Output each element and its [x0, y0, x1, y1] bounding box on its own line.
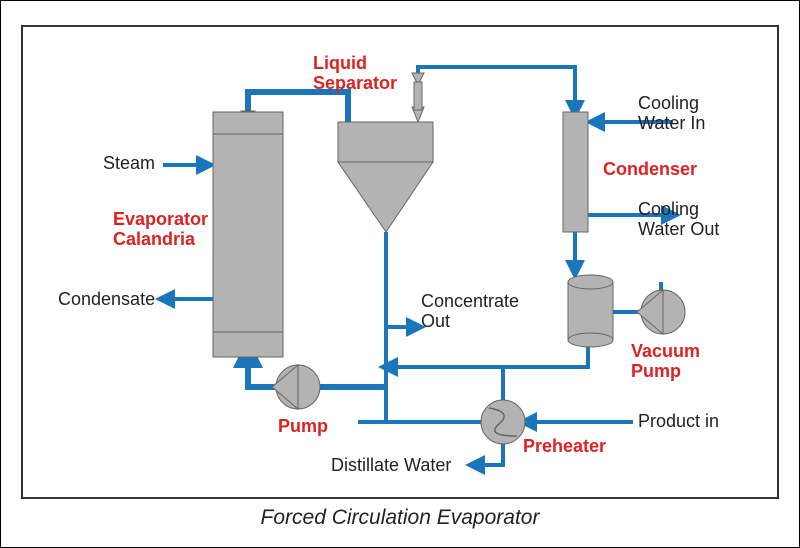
label-liquid-separator-2: Separator	[313, 73, 397, 93]
label-cooling-out-1: Cooling	[638, 199, 699, 219]
label-cooling-out-2: Water Out	[638, 219, 719, 239]
label-pump: Pump	[278, 416, 328, 436]
label-preheater: Preheater	[523, 436, 606, 456]
label-cooling-in-2: Water In	[638, 113, 705, 133]
label-distillate: Distillate Water	[331, 455, 451, 475]
outer-frame: Liquid Separator Evaporator Calandria Co…	[0, 0, 800, 548]
diagram-svg: Liquid Separator Evaporator Calandria Co…	[23, 27, 779, 493]
condenser	[563, 112, 588, 232]
diagram-frame: Liquid Separator Evaporator Calandria Co…	[21, 25, 779, 499]
label-evaporator-1: Evaporator	[113, 209, 208, 229]
preheater	[481, 400, 525, 444]
label-steam: Steam	[103, 153, 155, 173]
label-vacuum-pump-2: Pump	[631, 361, 681, 381]
label-condensate: Condensate	[58, 289, 155, 309]
label-product-in: Product in	[638, 411, 719, 431]
pump	[272, 365, 320, 409]
label-vacuum-pump-1: Vacuum	[631, 341, 700, 361]
evaporator-calandria	[213, 112, 283, 357]
liquid-separator	[338, 122, 433, 232]
label-concentrate-1: Concentrate	[421, 291, 519, 311]
label-evaporator-2: Calandria	[113, 229, 196, 249]
vacuum-pump	[637, 290, 685, 334]
label-condenser: Condenser	[603, 159, 697, 179]
vacuum-tank	[568, 275, 613, 347]
label-cooling-in-1: Cooling	[638, 93, 699, 113]
label-liquid-separator-1: Liquid	[313, 53, 367, 73]
caption: Forced Circulation Evaporator	[1, 506, 799, 530]
label-concentrate-2: Out	[421, 311, 450, 331]
